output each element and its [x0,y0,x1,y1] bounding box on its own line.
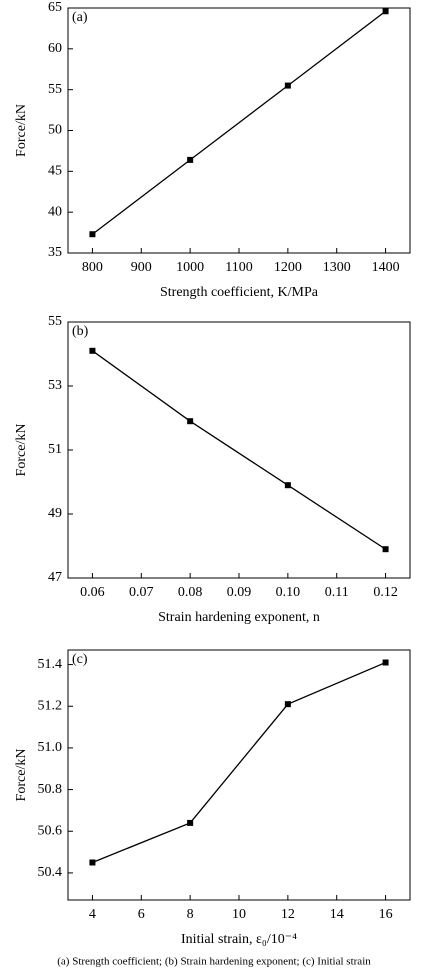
y-tick-label: 60 [48,41,62,56]
y-tick-label: 50 [48,123,62,138]
x-axis-label: Initial strain, ε₀/10⁻⁴ [181,932,297,947]
y-tick-label: 51.2 [38,698,63,713]
plot-frame [67,321,411,579]
x-tick-label: 0.10 [276,585,301,600]
x-tick-label: 0.08 [178,585,203,600]
x-tick-label: 900 [131,260,152,275]
y-tick-label: 35 [48,245,62,260]
y-tick-label: 55 [48,314,62,329]
panel-label: (c) [72,652,88,667]
marker [89,231,96,238]
y-tick-label: 65 [48,0,62,15]
marker [382,659,389,666]
y-tick-label: 45 [48,164,62,179]
marker [382,546,389,553]
marker [89,859,96,866]
panel-label: (a) [72,10,88,25]
marker [382,8,389,15]
x-tick-label: 12 [281,907,295,922]
x-tick-label: 10 [232,907,246,922]
marker [284,82,291,89]
y-tick-label: 49 [48,506,62,521]
plot-frame [67,7,411,254]
panel-label: (b) [72,324,89,339]
marker [284,482,291,489]
x-axis-label: Strain hardening exponent, n [158,610,320,625]
y-tick-label: 50.8 [38,782,63,797]
x-tick-label: 1300 [323,260,351,275]
x-axis-label: Strength coefficient, K/MPa [160,285,319,300]
x-tick-label: 0.07 [129,585,154,600]
y-tick-label: 55 [48,82,62,97]
x-tick-label: 14 [330,907,344,922]
y-tick-label: 40 [48,204,62,219]
y-axis-label: Force/kN [14,749,29,802]
y-tick-label: 51.4 [38,657,63,672]
y-tick-label: 47 [48,570,62,585]
marker [187,156,194,163]
x-tick-label: 1000 [176,260,204,275]
x-tick-label: 4 [89,907,96,922]
x-tick-label: 8 [187,907,194,922]
marker [284,701,291,708]
y-axis-label: Force/kN [14,424,29,477]
y-tick-label: 51.0 [38,740,63,755]
y-tick-label: 50.6 [38,823,63,838]
x-tick-label: 0.06 [80,585,105,600]
x-tick-label: 1400 [372,260,400,275]
x-tick-label: 6 [138,907,145,922]
series-line [92,350,386,550]
x-tick-label: 1100 [225,260,252,275]
x-tick-label: 0.11 [325,585,349,600]
x-tick-label: 800 [82,260,103,275]
marker [187,418,194,425]
series-line [92,661,386,864]
y-tick-label: 50.4 [38,865,63,880]
x-tick-label: 16 [379,907,393,922]
y-axis-label: Force/kN [14,104,29,157]
caption: (a) Strength coefficient; (b) Strain har… [57,956,371,968]
series-line [92,10,386,235]
x-tick-label: 0.09 [227,585,252,600]
y-tick-label: 53 [48,378,62,393]
marker [89,347,96,354]
x-tick-label: 1200 [274,260,302,275]
x-tick-label: 0.12 [373,585,398,600]
plot-frame [67,649,411,901]
marker [187,819,194,826]
y-tick-label: 51 [48,442,62,457]
